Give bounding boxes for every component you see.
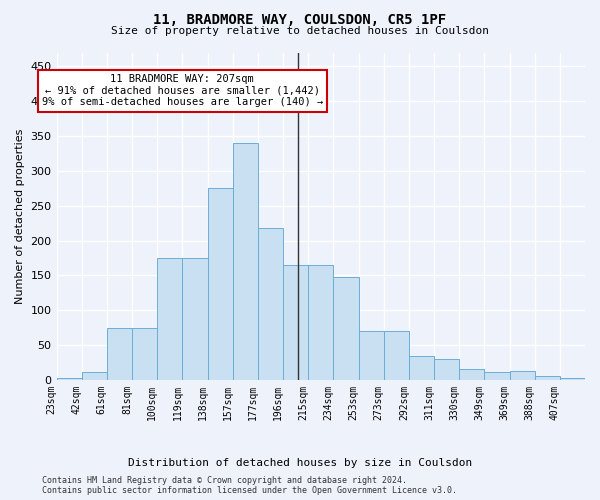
Bar bbox=[157, 258, 182, 380]
Bar bbox=[383, 331, 409, 380]
Bar bbox=[208, 188, 233, 380]
Bar bbox=[308, 265, 334, 380]
Bar bbox=[484, 372, 509, 380]
Bar bbox=[258, 228, 283, 380]
Bar bbox=[132, 328, 157, 380]
Bar bbox=[509, 371, 535, 380]
Bar bbox=[56, 378, 82, 380]
Bar bbox=[409, 356, 434, 380]
Bar bbox=[359, 331, 383, 380]
Bar bbox=[82, 372, 107, 380]
Bar bbox=[182, 258, 208, 380]
Bar bbox=[233, 143, 258, 380]
Bar bbox=[459, 368, 484, 380]
Y-axis label: Number of detached properties: Number of detached properties bbox=[15, 128, 25, 304]
Text: Size of property relative to detached houses in Coulsdon: Size of property relative to detached ho… bbox=[111, 26, 489, 36]
Bar bbox=[560, 378, 585, 380]
Bar bbox=[334, 278, 359, 380]
Bar bbox=[107, 328, 132, 380]
Text: Distribution of detached houses by size in Coulsdon: Distribution of detached houses by size … bbox=[128, 458, 472, 468]
Text: 11 BRADMORE WAY: 207sqm
← 91% of detached houses are smaller (1,442)
9% of semi-: 11 BRADMORE WAY: 207sqm ← 91% of detache… bbox=[42, 74, 323, 108]
Bar bbox=[535, 376, 560, 380]
Text: Contains HM Land Registry data © Crown copyright and database right 2024.
Contai: Contains HM Land Registry data © Crown c… bbox=[42, 476, 457, 495]
Bar bbox=[283, 265, 308, 380]
Text: 11, BRADMORE WAY, COULSDON, CR5 1PF: 11, BRADMORE WAY, COULSDON, CR5 1PF bbox=[154, 12, 446, 26]
Bar bbox=[434, 359, 459, 380]
